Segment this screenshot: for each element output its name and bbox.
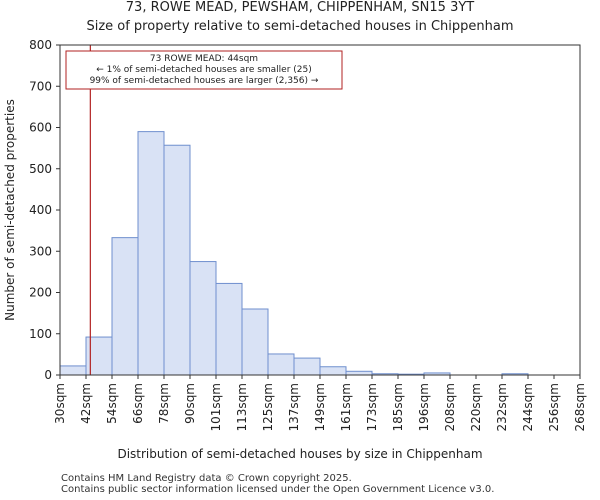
- y-tick-label-800: 800: [29, 38, 52, 52]
- x-axis-label: Distribution of semi-detached houses by …: [117, 447, 482, 461]
- y-tick-label-400: 400: [29, 203, 52, 217]
- y-tick-label-700: 700: [29, 79, 52, 93]
- bar-66sqm: [137, 131, 165, 376]
- annotation-line-1: 73 ROWE MEAD: 44sqm: [150, 54, 258, 64]
- bars-group: [59, 131, 529, 376]
- bar-30sqm: [59, 365, 87, 376]
- x-tick-label-30sqm: 30sqm: [53, 383, 67, 424]
- plot-frame: [59, 44, 581, 376]
- y-axis-label: Number of semi-detached properties: [3, 99, 17, 321]
- y-tick-label-500: 500: [29, 162, 52, 176]
- x-tick-label-256sqm: 256sqm: [547, 383, 561, 431]
- x-tick-label-244sqm: 244sqm: [521, 383, 535, 431]
- x-tick-label-149sqm: 149sqm: [313, 383, 327, 431]
- bar-137sqm: [293, 357, 321, 376]
- bar-54sqm: [111, 237, 139, 376]
- x-tick-label-161sqm: 161sqm: [339, 383, 353, 431]
- y-tick-label-100: 100: [29, 327, 52, 341]
- x-tick-label-232sqm: 232sqm: [495, 383, 509, 431]
- x-axis: 30sqm 42sqm 54sqm 66sqm 78sqm 90sqm 101sqm 113s…: [53, 375, 587, 431]
- annotation-line-3: 99% of semi-detached houses are larger (…: [90, 76, 319, 86]
- bar-125sqm: [267, 353, 295, 376]
- footer-line-2: Contains public sector information licen…: [61, 484, 495, 495]
- x-tick-label-125sqm: 125sqm: [261, 383, 275, 431]
- x-tick-label-173sqm: 173sqm: [365, 383, 379, 431]
- y-tick-label-300: 300: [29, 244, 52, 258]
- x-tick-label-196sqm: 196sqm: [417, 383, 431, 431]
- x-tick-label-42sqm: 42sqm: [79, 383, 93, 424]
- annotation-frame: [65, 50, 343, 90]
- bar-90sqm: [189, 261, 217, 376]
- bar-113sqm: [241, 308, 269, 376]
- footer-line-1: Contains HM Land Registry data © Crown c…: [61, 473, 352, 484]
- x-tick-label-78sqm: 78sqm: [157, 383, 171, 424]
- x-tick-label-54sqm: 54sqm: [105, 383, 119, 424]
- bar-101sqm: [215, 282, 243, 376]
- bar-149sqm: [319, 366, 347, 376]
- y-axis: 0 100 200 300 400 500 600 700 800: [29, 38, 60, 382]
- x-tick-label-185sqm: 185sqm: [391, 383, 405, 431]
- annotation-line-2: ← 1% of semi-detached houses are smaller…: [96, 65, 312, 75]
- bar-78sqm: [163, 144, 191, 376]
- chart-subtitle: Size of property relative to semi-detach…: [86, 19, 514, 34]
- x-tick-label-101sqm: 101sqm: [209, 383, 223, 431]
- annotation-box: 73 ROWE MEAD: 44sqm ← 1% of semi-detache…: [65, 50, 343, 90]
- x-tick-label-90sqm: 90sqm: [183, 383, 197, 424]
- y-tick-label-0: 0: [44, 368, 52, 382]
- x-tick-label-113sqm: 113sqm: [235, 383, 249, 431]
- y-tick-label-200: 200: [29, 286, 52, 300]
- chart-title: 73, ROWE MEAD, PEWSHAM, CHIPPENHAM, SN15…: [125, 0, 475, 15]
- x-tick-label-268sqm: 268sqm: [573, 383, 587, 431]
- x-tick-label-220sqm: 220sqm: [469, 383, 483, 431]
- x-tick-label-208sqm: 208sqm: [443, 383, 457, 431]
- y-tick-label-600: 600: [29, 121, 52, 135]
- x-tick-label-137sqm: 137sqm: [287, 383, 301, 431]
- bar-161sqm: [345, 370, 373, 376]
- x-tick-label-66sqm: 66sqm: [131, 383, 145, 424]
